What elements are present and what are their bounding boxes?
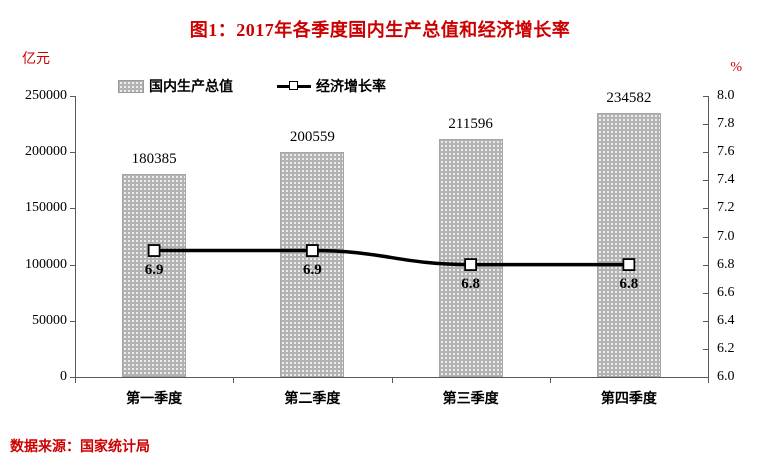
- right-axis-tick-label: 7.4: [717, 172, 735, 188]
- right-axis-tick: [703, 208, 708, 210]
- left-axis-tick: [70, 264, 75, 266]
- right-axis-tick: [703, 264, 708, 266]
- left-axis-tick: [70, 320, 75, 322]
- growth-rate-marker: [147, 244, 161, 257]
- right-axis-tick-label: 8.0: [717, 88, 735, 103]
- x-category-label: 第一季度: [126, 392, 183, 407]
- growth-rate-marker: [622, 258, 636, 272]
- gdp-bar: [280, 151, 345, 377]
- right-axis-unit-label: %: [730, 60, 742, 75]
- right-axis-tick-label: 7.8: [717, 116, 735, 132]
- left-axis-tick-label: 250000: [25, 88, 67, 103]
- right-axis-tick-label: 6.6: [717, 284, 735, 300]
- right-axis-tick-label: 6.8: [717, 256, 735, 272]
- right-axis-tick-label: 6.4: [717, 312, 735, 328]
- left-axis-tick-label: 50000: [32, 312, 67, 328]
- x-category-label: 第二季度: [284, 392, 341, 407]
- left-axis-tick: [70, 152, 75, 154]
- gdp-bar-value-label: 180385: [131, 151, 177, 168]
- right-axis-tick-label: 6.2: [717, 340, 735, 356]
- growth-rate-marker: [305, 244, 319, 257]
- right-axis-tick: [703, 348, 708, 350]
- growth-rate-line-path: [154, 248, 629, 267]
- right-axis-tick-label: 7.0: [717, 228, 735, 244]
- x-category-label: 第四季度: [600, 392, 657, 407]
- left-axis-unit-label: 亿元: [22, 52, 50, 67]
- x-category-label: 第三季度: [442, 392, 499, 407]
- x-axis-tick: [75, 378, 76, 383]
- left-axis-tick-label: 200000: [25, 144, 67, 160]
- x-axis-tick: [549, 378, 551, 383]
- right-axis-tick: [703, 96, 708, 97]
- legend-label-gdp: 国内生产总值: [149, 80, 233, 95]
- legend-item-growth-rate: 经济增长率: [277, 76, 386, 96]
- right-axis-tick: [703, 124, 708, 126]
- gdp-bar: [122, 174, 187, 377]
- growth-rate-value-label: 6.9: [303, 261, 322, 278]
- left-axis-tick-label: 100000: [25, 256, 67, 272]
- gdp-bar-swatch-icon: [118, 79, 144, 93]
- right-axis-tick: [703, 320, 708, 322]
- right-axis-tick: [703, 292, 708, 294]
- legend: 国内生产总值 经济增长率: [118, 76, 386, 96]
- growth-rate-marker: [464, 258, 478, 272]
- gdp-bar-value-label: 200559: [289, 128, 335, 145]
- left-axis-tick: [70, 208, 75, 210]
- right-axis-tick-label: 6.0: [717, 369, 735, 384]
- right-axis-tick-label: 7.6: [717, 144, 735, 160]
- gdp-bar: [596, 113, 661, 377]
- right-axis-tick-label: 7.2: [717, 200, 735, 216]
- x-axis-tick: [391, 378, 393, 383]
- right-axis-tick: [703, 236, 708, 238]
- growth-rate-value-label: 6.9: [144, 261, 164, 278]
- chart-title: 图1：2017年各季度国内生产总值和经济增长率: [189, 20, 571, 40]
- legend-item-gdp: 国内生产总值: [118, 76, 233, 96]
- left-axis-tick-label: 150000: [25, 200, 67, 216]
- gdp-bar-value-label: 234582: [606, 90, 652, 107]
- right-axis-line: [708, 96, 709, 377]
- source-note: 数据来源：国家统计局: [10, 440, 150, 455]
- x-axis-tick: [708, 378, 709, 383]
- left-axis-line: [75, 96, 76, 377]
- growth-line-swatch-icon: [277, 80, 311, 93]
- left-axis-tick-label: 0: [60, 369, 67, 384]
- right-axis-tick: [703, 180, 708, 182]
- growth-rate-value-label: 6.8: [619, 275, 639, 292]
- right-axis-tick: [703, 152, 708, 154]
- x-axis-tick: [233, 378, 235, 383]
- right-axis-tick: [703, 377, 708, 378]
- bottom-axis-line: [75, 377, 709, 378]
- gdp-bar: [438, 139, 503, 377]
- left-axis-tick: [70, 96, 75, 97]
- legend-label-growth-rate: 经济增长率: [316, 80, 386, 95]
- growth-rate-value-label: 6.8: [461, 275, 480, 292]
- left-axis-tick: [70, 377, 75, 378]
- gdp-bar-value-label: 211596: [448, 116, 493, 133]
